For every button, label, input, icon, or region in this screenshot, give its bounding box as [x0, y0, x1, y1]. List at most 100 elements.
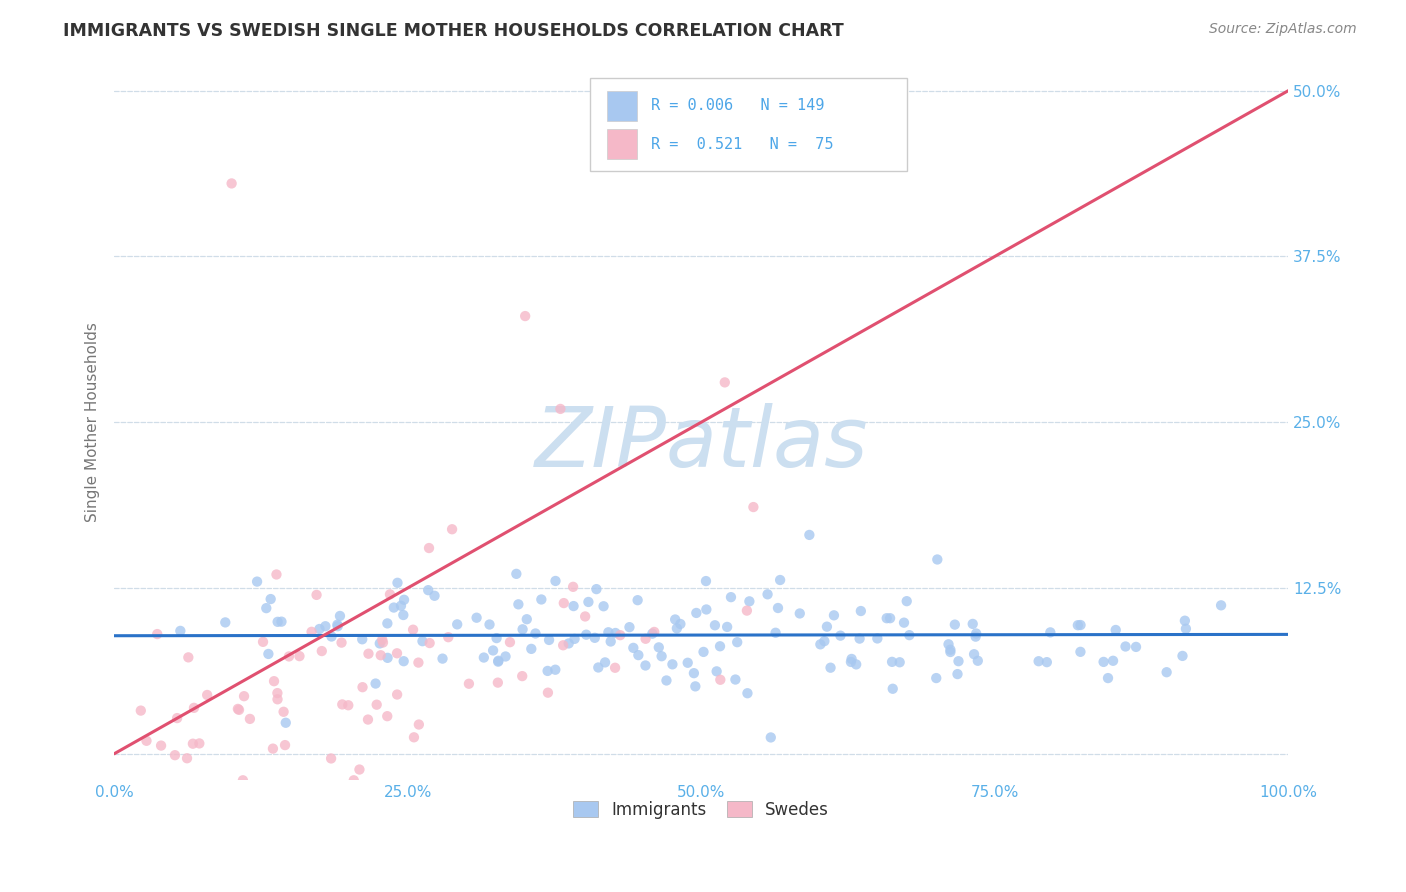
Point [789, 607, 811, 621]
Point [278, 649, 301, 664]
Point [562, 580, 585, 594]
Point [544, 663, 567, 677]
Point [311, 644, 333, 658]
Point [1069, 645, 1091, 659]
Point [326, 619, 349, 633]
Point [266, 692, 288, 706]
Point [866, 632, 889, 646]
Point [385, 688, 408, 702]
Point [564, 632, 586, 646]
Point [254, 601, 277, 615]
Point [239, 712, 262, 726]
Point [408, 656, 430, 670]
Point [703, 618, 725, 632]
Point [665, 621, 688, 635]
Point [720, 590, 742, 604]
Point [948, 654, 970, 668]
Point [274, 738, 297, 752]
Point [486, 675, 509, 690]
Point [766, 601, 789, 615]
Point [377, 650, 399, 665]
Point [389, 599, 412, 613]
Point [524, 626, 547, 640]
Point [214, 615, 236, 630]
Point [661, 657, 683, 672]
Point [437, 630, 460, 644]
Point [889, 655, 911, 669]
Point [408, 717, 430, 731]
Point [392, 654, 415, 668]
Point [308, 622, 330, 636]
Point [446, 617, 468, 632]
Point [609, 628, 631, 642]
Point [813, 634, 835, 648]
Point [619, 620, 641, 634]
Point [1092, 655, 1115, 669]
Point [402, 623, 425, 637]
Point [553, 596, 575, 610]
Point [823, 608, 845, 623]
Text: IMMIGRANTS VS SWEDISH SINGLE MOTHER HOUSEHOLDS CORRELATION CHART: IMMIGRANTS VS SWEDISH SINGLE MOTHER HOUS… [63, 22, 844, 40]
Point [799, 528, 821, 542]
Point [769, 573, 792, 587]
Point [423, 589, 446, 603]
Point [418, 541, 440, 555]
Point [166, 711, 188, 725]
Point [1209, 599, 1232, 613]
Point [593, 656, 616, 670]
Point [714, 376, 737, 390]
Point [371, 635, 394, 649]
Point [512, 622, 534, 636]
Point [176, 751, 198, 765]
Point [695, 574, 717, 588]
Text: R = 0.006   N = 149: R = 0.006 N = 149 [651, 98, 824, 113]
Point [330, 635, 353, 649]
Point [756, 587, 779, 601]
Point [305, 588, 328, 602]
Point [735, 604, 758, 618]
Point [882, 681, 904, 696]
FancyBboxPatch shape [589, 78, 907, 171]
Point [1036, 655, 1059, 669]
Point [966, 654, 988, 668]
Point [676, 656, 699, 670]
Point [738, 594, 761, 608]
Point [896, 594, 918, 608]
FancyBboxPatch shape [607, 129, 637, 160]
Point [370, 648, 392, 663]
Point [520, 641, 543, 656]
Y-axis label: Single Mother Households: Single Mother Households [86, 322, 100, 522]
Legend: Immigrants, Swedes: Immigrants, Swedes [567, 795, 837, 826]
Point [263, 674, 285, 689]
Point [849, 604, 872, 618]
Point [598, 625, 620, 640]
Point [648, 640, 671, 655]
Point [352, 632, 374, 647]
Point [337, 698, 360, 713]
Point [839, 655, 862, 669]
Point [815, 620, 838, 634]
Point [232, 773, 254, 788]
Point [709, 673, 731, 687]
Point [485, 631, 508, 645]
Point [1028, 654, 1050, 668]
Point [314, 619, 336, 633]
Point [1105, 623, 1128, 637]
Point [402, 731, 425, 745]
Point [634, 632, 657, 646]
Point [195, 688, 218, 702]
Point [226, 702, 249, 716]
Point [765, 625, 787, 640]
Point [364, 676, 387, 690]
Point [499, 635, 522, 649]
Point [692, 645, 714, 659]
Point [516, 612, 538, 626]
Text: Source: ZipAtlas.com: Source: ZipAtlas.com [1209, 22, 1357, 37]
Point [418, 583, 440, 598]
Point [1156, 665, 1178, 680]
Point [634, 658, 657, 673]
Point [392, 592, 415, 607]
Point [273, 705, 295, 719]
Point [820, 661, 842, 675]
Point [375, 709, 398, 723]
